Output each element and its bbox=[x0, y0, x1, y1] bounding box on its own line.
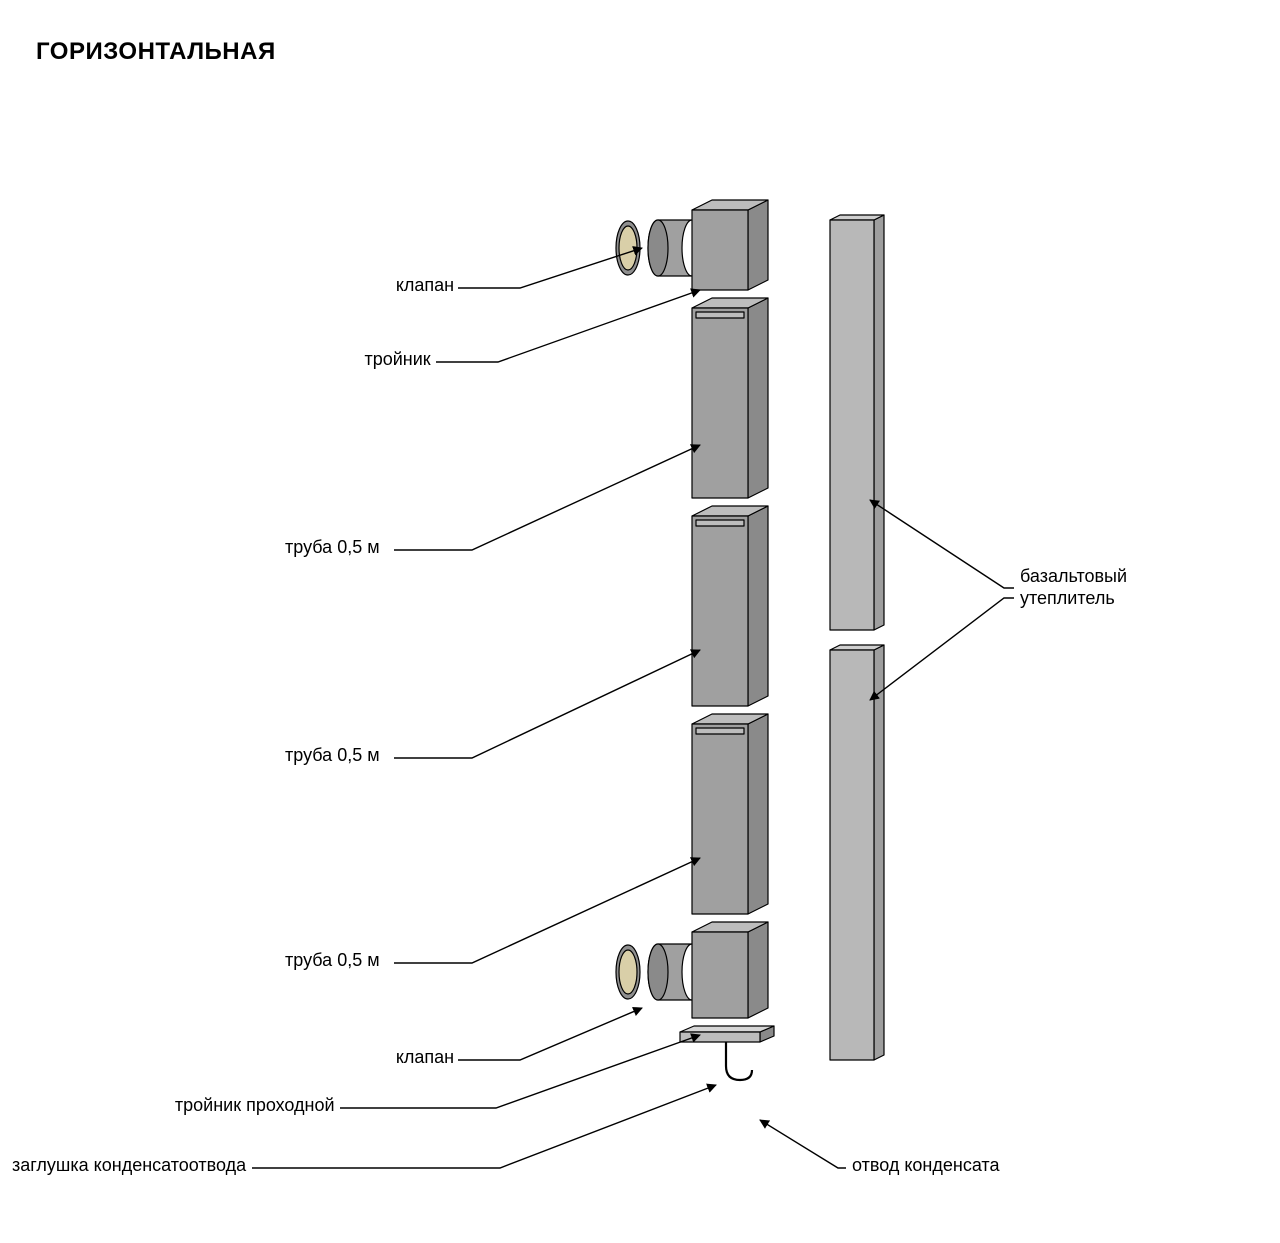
diagram-canvas: ГОРИЗОНТАЛЬНАЯ клапантройниктруба 0,5 мт… bbox=[0, 0, 1280, 1243]
callout-insul: базальтовый утеплитель bbox=[1020, 565, 1127, 610]
callout-plug: заглушка конденсатоотвода bbox=[12, 1155, 246, 1176]
callout-valve_bot: клапан bbox=[396, 1047, 454, 1068]
callout-tee_pass: тройник проходной bbox=[175, 1095, 335, 1116]
callout-pipe1: труба 0,5 м bbox=[285, 537, 380, 558]
diagram-svg bbox=[0, 0, 1280, 1243]
callout-pipe3: труба 0,5 м bbox=[285, 950, 380, 971]
callout-pipe2: труба 0,5 м bbox=[285, 745, 380, 766]
callout-drain: отвод конденсата bbox=[852, 1155, 1000, 1176]
callout-tee: тройник bbox=[364, 349, 430, 370]
callout-valve_top: клапан bbox=[396, 275, 454, 296]
